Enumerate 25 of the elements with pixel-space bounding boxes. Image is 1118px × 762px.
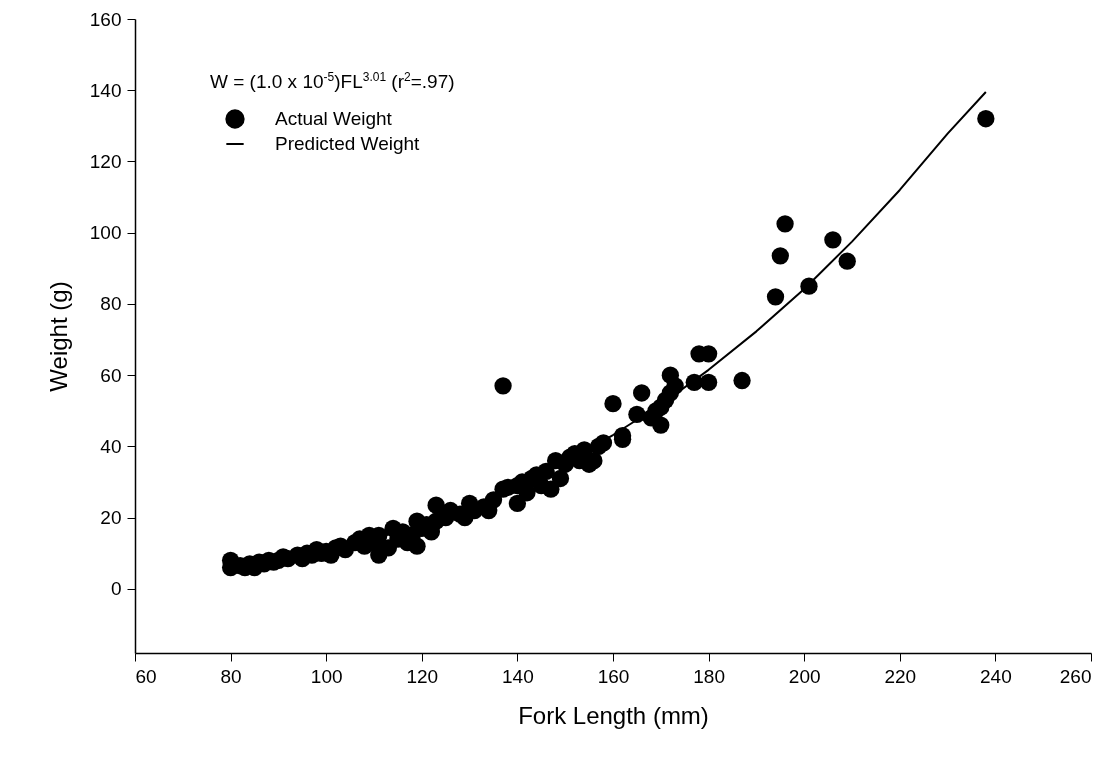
annotation: W = (1.0 x 10$^{-5}$)FL$^{3.01}$ (r$^{2}$=.97) (210, 70, 455, 94)
x-tick-label: 80 (220, 665, 242, 687)
x-tick-label: 160 (597, 665, 630, 687)
x-tick-label: 140 (502, 665, 534, 687)
x-tick-label: 240 (980, 665, 1012, 687)
legend-label: Predicted Weight (275, 133, 421, 154)
y-tick-label: 60 (100, 364, 122, 386)
y-tick-label: 40 (100, 435, 122, 457)
y-tick-label: 160 (89, 8, 122, 30)
x-tick-label: 100 (310, 665, 343, 687)
y-tick-label: 80 (100, 293, 122, 315)
x-tick-label: 200 (788, 665, 821, 687)
y-tick-label: 100 (89, 222, 122, 244)
legend-label: Actual Weight (275, 108, 393, 129)
y-axis-title: Weight (g) (44, 281, 72, 392)
x-tick-label: 120 (406, 665, 439, 687)
x-tick-label: 260 (1059, 665, 1092, 687)
y-tick-label: 0 (110, 578, 122, 600)
y-tick-label: 140 (89, 79, 122, 101)
y-tick-label: 20 (100, 507, 122, 529)
x-axis-title: Fork Length (mm) (518, 701, 709, 729)
x-tick-label: 60 (135, 665, 157, 687)
y-tick-label: 120 (89, 150, 122, 172)
x-tick-label: 220 (884, 665, 917, 687)
x-tick-label: 180 (693, 665, 725, 687)
